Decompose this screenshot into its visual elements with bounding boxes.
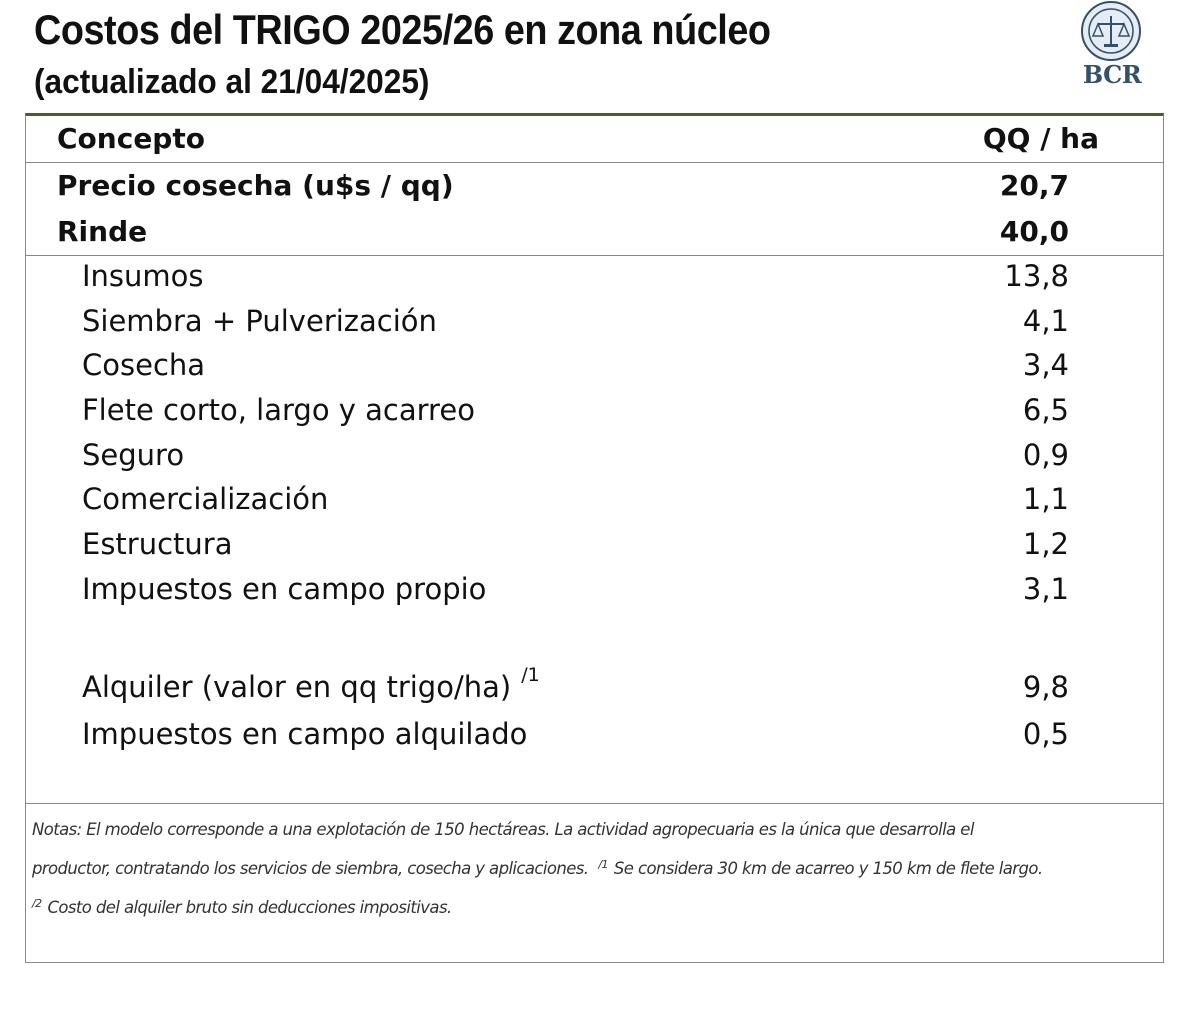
divider bbox=[26, 162, 1163, 163]
cost-row: Seguro 0,9 bbox=[26, 438, 1163, 478]
row-value: 1,2 bbox=[1022, 527, 1069, 561]
notes-line: Notas: El modelo corresponde a una explo… bbox=[32, 820, 974, 839]
notes-line: productor, contratando los servicios de … bbox=[32, 849, 1157, 888]
row-label: Impuestos en campo propio bbox=[82, 572, 487, 606]
row-value: 40,0 bbox=[999, 215, 1069, 248]
row-value: 13,8 bbox=[1004, 259, 1069, 293]
cost-row: Flete corto, largo y acarreo 6,5 bbox=[26, 393, 1163, 433]
divider bbox=[26, 803, 1163, 804]
cost-row: Impuestos en campo propio 3,1 bbox=[26, 572, 1163, 612]
bcr-logo-text: BCR bbox=[1082, 60, 1142, 89]
cost-row: Comercialización 1,1 bbox=[26, 482, 1163, 522]
row-value: 3,1 bbox=[1022, 572, 1069, 606]
row-value: 1,1 bbox=[1022, 482, 1069, 516]
row-value: 4,1 bbox=[1022, 304, 1069, 338]
bcr-seal-icon bbox=[1081, 1, 1141, 61]
row-value: 3,4 bbox=[1022, 348, 1069, 382]
cost-row: Cosecha 3,4 bbox=[26, 348, 1163, 388]
row-value: 9,8 bbox=[1022, 670, 1069, 704]
row-label: Insumos bbox=[82, 259, 204, 293]
notes-line: /2 Costo del alquiler bruto sin deduccion… bbox=[32, 888, 1157, 927]
row-label: Seguro bbox=[82, 438, 185, 472]
column-header-concept: Concepto bbox=[57, 122, 205, 155]
row-value: 6,5 bbox=[1022, 393, 1069, 427]
row-label: Cosecha bbox=[82, 348, 206, 382]
cost-row: Insumos 13,8 bbox=[26, 259, 1163, 299]
rent-row: Alquiler (valor en qq trigo/ha) /1 9,8 bbox=[26, 664, 1163, 710]
row-label: Estructura bbox=[82, 527, 233, 561]
table-notes: Notas: El modelo corresponde a una explo… bbox=[32, 810, 1157, 927]
page-subtitle: (actualizado al 21/04/2025) bbox=[34, 63, 430, 101]
summary-row-price: Precio cosecha (u$s / qq) 20,7 bbox=[26, 169, 1163, 209]
bcr-logo: BCR bbox=[1072, 0, 1152, 92]
column-header-unit: QQ / ha bbox=[982, 122, 1099, 155]
row-label: Rinde bbox=[57, 215, 148, 248]
cost-table: Concepto QQ / ha Precio cosecha (u$s / q… bbox=[25, 113, 1164, 963]
summary-row-yield: Rinde 40,0 bbox=[26, 215, 1163, 255]
page-title: Costos del TRIGO 2025/26 en zona núcleo bbox=[34, 6, 771, 53]
row-label: Impuestos en campo alquilado bbox=[82, 717, 528, 751]
row-value: 0,9 bbox=[1022, 438, 1069, 472]
row-label: Flete corto, largo y acarreo bbox=[82, 393, 475, 427]
row-value: 20,7 bbox=[999, 169, 1069, 202]
cost-row: Siembra + Pulverización 4,1 bbox=[26, 304, 1163, 344]
footnote-marker: /1 bbox=[598, 858, 608, 871]
row-label-text: Alquiler (valor en qq trigo/ha) bbox=[82, 670, 512, 704]
notes-text: Costo del alquiler bruto sin deducciones… bbox=[47, 898, 453, 917]
cost-row: Estructura 1,2 bbox=[26, 527, 1163, 567]
footnote-ref: /1 bbox=[521, 664, 540, 686]
divider bbox=[26, 255, 1163, 256]
row-label: Precio cosecha (u$s / qq) bbox=[57, 169, 454, 202]
row-value: 0,5 bbox=[1022, 717, 1069, 751]
row-label: Alquiler (valor en qq trigo/ha) /1 bbox=[82, 664, 540, 704]
row-label: Siembra + Pulverización bbox=[82, 304, 437, 338]
row-label: Comercialización bbox=[82, 482, 329, 516]
notes-text: productor, contratando los servicios de … bbox=[32, 859, 589, 878]
footnote-marker: /2 bbox=[32, 897, 42, 910]
notes-text: Se considera 30 km de acarreo y 150 km d… bbox=[613, 859, 1043, 878]
table-header-row: Concepto QQ / ha bbox=[26, 122, 1163, 162]
rent-row: Impuestos en campo alquilado 0,5 bbox=[26, 717, 1163, 757]
